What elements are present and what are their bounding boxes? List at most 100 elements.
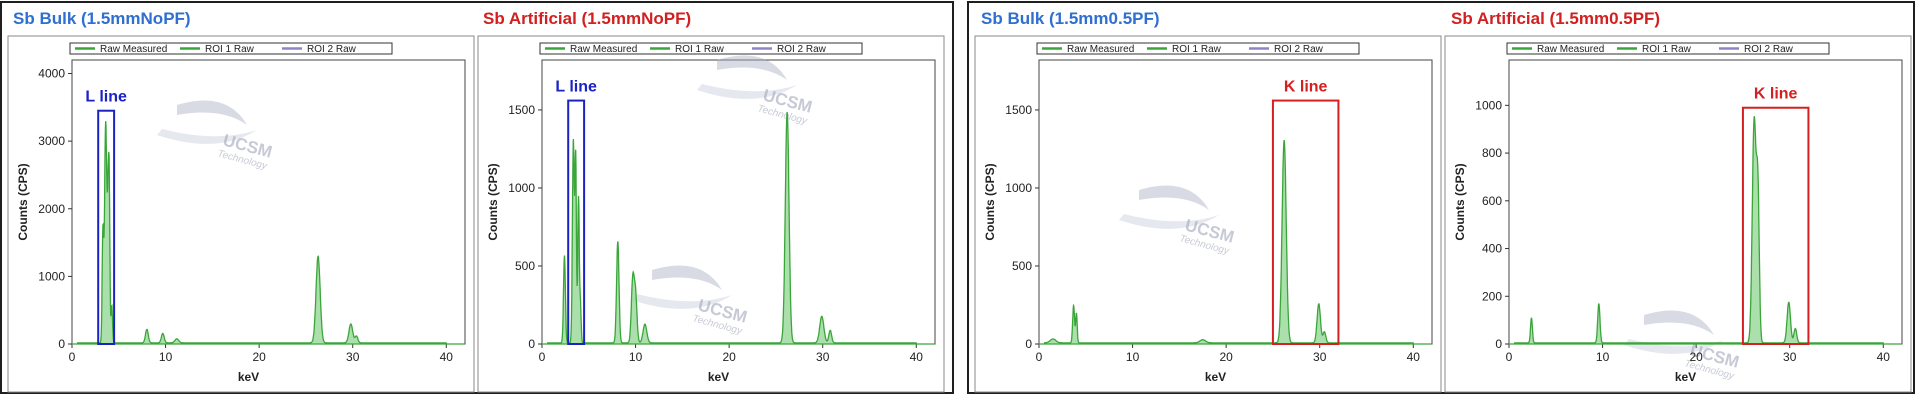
y-tick-label: 800 xyxy=(1482,146,1502,160)
roi-highlight-box xyxy=(97,109,116,346)
plot-area xyxy=(71,59,466,345)
legend-label-2: ROI 2 Raw xyxy=(777,44,827,55)
x-axis-label: keV xyxy=(1675,370,1696,384)
watermark-swoosh xyxy=(1644,310,1714,335)
y-tick-label: 1500 xyxy=(1005,103,1032,117)
y-axis-label: Counts (CPS) xyxy=(16,163,30,240)
watermark-swoosh-lower xyxy=(157,129,257,144)
x-tick-label: 20 xyxy=(722,350,736,364)
spectrum-series-raw-measured xyxy=(72,121,465,345)
x-tick-label: 0 xyxy=(1506,350,1513,364)
roi-annotation-label: L line xyxy=(555,79,597,96)
roi-highlight-box xyxy=(567,99,586,345)
x-tick-label: 10 xyxy=(629,350,643,364)
roi-annotation-label: L line xyxy=(85,89,127,106)
roi-annotation-label: K line xyxy=(1754,86,1798,103)
x-axis-label: keV xyxy=(708,370,729,384)
y-tick-label: 500 xyxy=(1012,259,1032,273)
y-tick-label: 3000 xyxy=(38,134,65,148)
legend-label-2: ROI 2 Raw xyxy=(1744,44,1794,55)
x-tick-label: 30 xyxy=(816,350,830,364)
x-tick-label: 10 xyxy=(1596,350,1610,364)
y-tick-label: 1000 xyxy=(1005,181,1032,195)
y-tick-label: 1500 xyxy=(508,103,535,117)
legend-label-2: ROI 2 Raw xyxy=(1274,44,1324,55)
y-tick-label: 4000 xyxy=(38,67,65,81)
y-axis-label: Counts (CPS) xyxy=(486,163,500,240)
x-tick-label: 40 xyxy=(910,350,924,364)
x-tick-label: 30 xyxy=(1313,350,1327,364)
y-tick-label: 1000 xyxy=(38,269,65,283)
x-tick-label: 40 xyxy=(1407,350,1421,364)
x-axis-label: keV xyxy=(1205,370,1226,384)
legend-label-0: Raw Measured xyxy=(1067,44,1134,55)
y-tick-label: 0 xyxy=(58,337,65,351)
legend-label-0: Raw Measured xyxy=(1537,44,1604,55)
legend-label-0: Raw Measured xyxy=(100,44,167,55)
y-tick-label: 600 xyxy=(1482,194,1502,208)
y-tick-label: 0 xyxy=(528,337,535,351)
x-axis-label: keV xyxy=(238,370,259,384)
y-tick-label: 400 xyxy=(1482,242,1502,256)
legend-label-2: ROI 2 Raw xyxy=(307,44,357,55)
x-tick-label: 40 xyxy=(440,350,454,364)
x-tick-label: 10 xyxy=(1126,350,1140,364)
watermark-swoosh xyxy=(1139,185,1209,210)
plot-area xyxy=(1508,59,1903,345)
watermark-swoosh-lower xyxy=(697,84,797,99)
x-tick-label: 0 xyxy=(539,350,546,364)
chart-title-1: Sb Bulk (1.5mmNoPF) xyxy=(13,9,191,28)
watermark-swoosh-lower xyxy=(1624,339,1724,354)
x-tick-label: 0 xyxy=(1036,350,1043,364)
plot-area xyxy=(541,59,936,345)
x-tick-label: 30 xyxy=(346,350,360,364)
y-tick-label: 2000 xyxy=(38,202,65,216)
legend-box xyxy=(1506,42,1830,55)
y-tick-label: 200 xyxy=(1482,289,1502,303)
chart-title-3: Sb Bulk (1.5mm0.5PF) xyxy=(981,9,1160,28)
watermark-swoosh xyxy=(177,100,247,125)
y-tick-label: 0 xyxy=(1025,337,1032,351)
chart-title-4: Sb Artificial (1.5mm0.5PF) xyxy=(1451,9,1661,28)
y-tick-label: 1000 xyxy=(1475,98,1502,112)
roi-highlight-box xyxy=(1741,106,1810,345)
watermark-swoosh xyxy=(717,55,787,80)
x-tick-label: 10 xyxy=(159,350,173,364)
chart-title-2: Sb Artificial (1.5mmNoPF) xyxy=(483,9,692,28)
y-axis-label: Counts (CPS) xyxy=(1453,163,1467,240)
legend-box xyxy=(69,42,393,55)
watermark-swoosh-lower xyxy=(1119,214,1219,229)
legend-label-1: ROI 1 Raw xyxy=(675,44,725,55)
x-tick-label: 20 xyxy=(1689,350,1703,364)
plot-area xyxy=(1038,59,1433,345)
legend-label-0: Raw Measured xyxy=(570,44,637,55)
y-tick-label: 500 xyxy=(515,259,535,273)
spectrum-series-raw-measured xyxy=(1039,139,1432,345)
legend-label-1: ROI 1 Raw xyxy=(1172,44,1222,55)
roi-annotation-label: K line xyxy=(1284,79,1328,96)
x-tick-label: 20 xyxy=(252,350,266,364)
x-tick-label: 40 xyxy=(1877,350,1891,364)
roi-highlight-box xyxy=(1271,99,1340,345)
watermark-swoosh-lower xyxy=(632,294,732,309)
watermark-swoosh xyxy=(652,265,722,290)
spectrum-series-raw-measured xyxy=(1509,116,1902,345)
y-axis-label: Counts (CPS) xyxy=(983,163,997,240)
legend-label-1: ROI 1 Raw xyxy=(205,44,255,55)
legend-box xyxy=(1036,42,1360,55)
x-tick-label: 30 xyxy=(1783,350,1797,364)
x-tick-label: 0 xyxy=(69,350,76,364)
x-tick-label: 20 xyxy=(1219,350,1233,364)
y-tick-label: 1000 xyxy=(508,181,535,195)
legend-box xyxy=(539,42,863,55)
legend-label-1: ROI 1 Raw xyxy=(1642,44,1692,55)
y-tick-label: 0 xyxy=(1495,337,1502,351)
spectrum-series-raw-measured xyxy=(542,112,935,345)
